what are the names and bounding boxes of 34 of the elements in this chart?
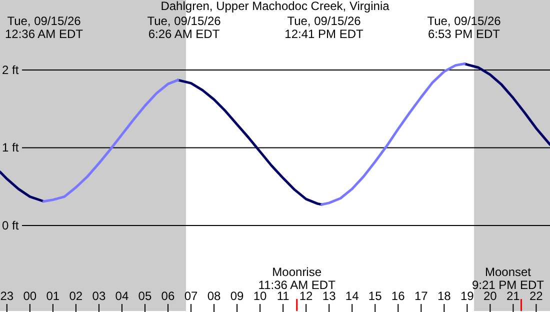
x-tick-label: 06: [161, 289, 175, 303]
x-tick-label: 18: [437, 289, 452, 303]
x-tick-label: 19: [460, 289, 474, 303]
x-tick-label: 04: [115, 289, 129, 303]
chart-title: Dahlgren, Upper Machodoc Creek, Virginia: [160, 0, 390, 13]
x-tick-label: 21: [506, 289, 520, 303]
annotation: Tue, 09/15/26 6:26 AM EDT: [147, 14, 222, 41]
x-tick-label: 16: [391, 289, 406, 303]
x-tick-label: 17: [414, 289, 428, 303]
x-tick-label: 00: [23, 289, 37, 303]
x-tick-label: 15: [368, 289, 382, 303]
ref-line-label: Moonrise 11:36 AM EDT: [258, 265, 336, 292]
x-tick-label: 12: [299, 289, 314, 303]
y-tick-label: 1 ft: [2, 140, 20, 155]
x-tick-label: 09: [230, 289, 244, 303]
x-tick-label: 08: [207, 289, 222, 303]
x-tick-label: 05: [138, 289, 152, 303]
x-tick-label: 23: [0, 289, 14, 303]
x-tick-label: 03: [92, 289, 106, 303]
y-tick-label: 0 ft: [2, 218, 20, 232]
y-tick-label: 2 ft: [2, 62, 20, 77]
x-tick-label: 14: [345, 289, 360, 303]
x-tick-label: 10: [253, 289, 268, 303]
annotation: Tue, 09/15/26 6:53 PM EDT: [427, 14, 502, 41]
x-tick-label: 22: [530, 289, 544, 303]
x-tick-label: 02: [69, 289, 83, 303]
annotation: Tue, 09/15/26 12:36 AM EDT: [4, 14, 84, 41]
ref-line-label: Moonset 9:21 PM EDT: [472, 265, 545, 292]
x-tick-label: 01: [46, 289, 60, 303]
x-tick-label: 07: [184, 289, 198, 303]
annotation: Tue, 09/15/26 12:41 PM EDT: [284, 14, 364, 41]
x-tick-label: 20: [483, 289, 498, 303]
x-tick-label: 13: [322, 289, 336, 303]
x-tick-label: 11: [276, 289, 290, 303]
